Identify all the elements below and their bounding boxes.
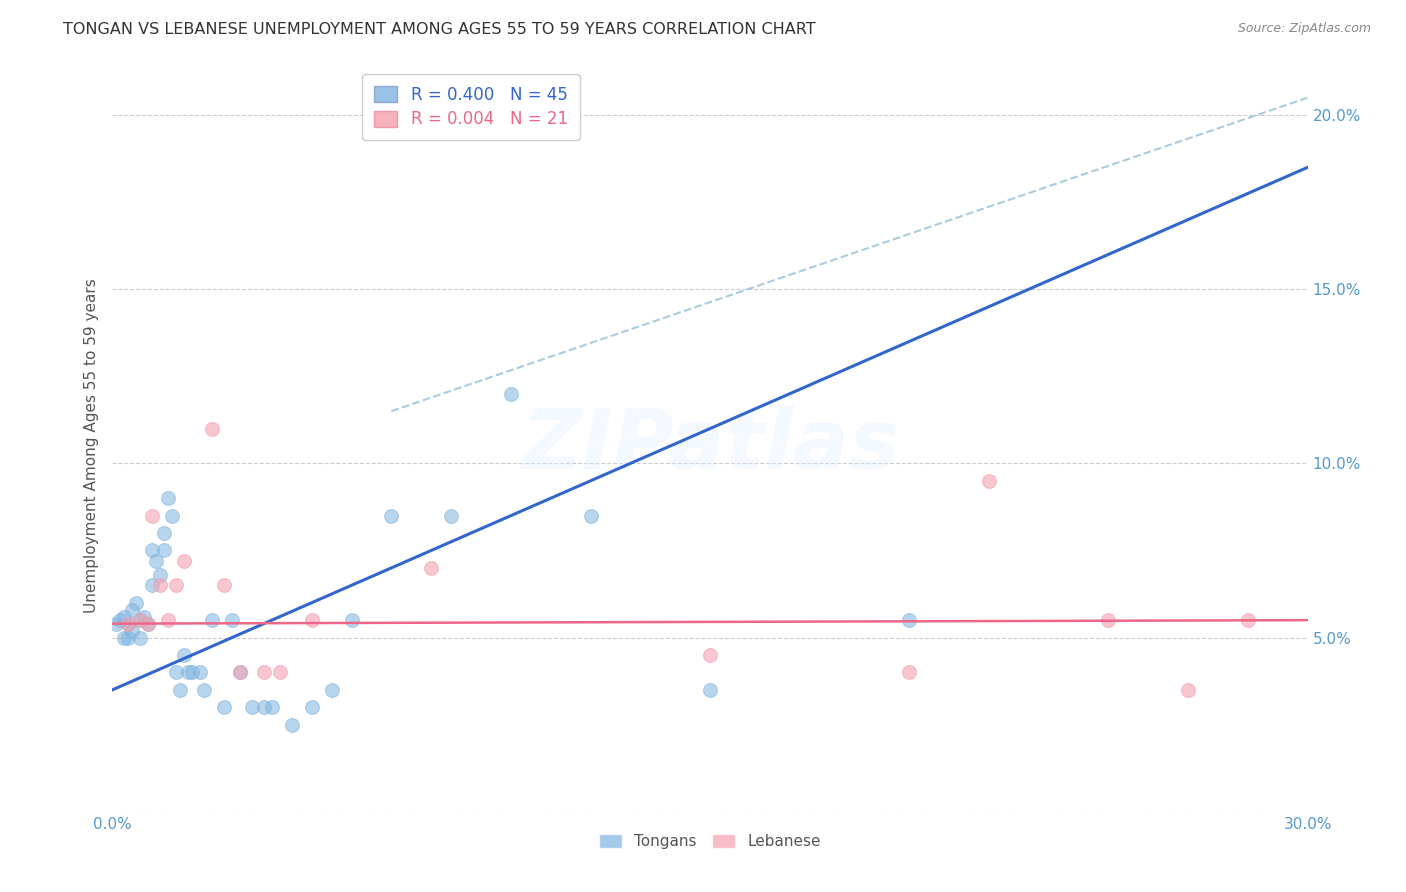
Point [129,613,152,627]
Point [117,631,139,645]
Point [121,624,143,638]
Point [1177,682,1199,697]
Point [157,613,180,627]
Point [229,665,252,680]
Point [699,682,721,697]
Point [420,561,443,575]
Text: ZIPatlas: ZIPatlas [522,406,898,486]
Point [129,613,152,627]
Point [141,543,163,558]
Point [125,596,148,610]
Point [110,613,132,627]
Point [281,717,304,731]
Point [149,567,172,582]
Text: Source: ZipAtlas.com: Source: ZipAtlas.com [1237,22,1371,36]
Point [165,665,187,680]
Point [1237,613,1260,627]
Point [165,578,187,592]
Point [117,616,139,631]
Point [977,474,1000,488]
Point [240,700,263,714]
Point [169,682,191,697]
Point [440,508,463,523]
Point [193,682,215,697]
Point [138,616,160,631]
Point [173,554,195,568]
Point [253,700,276,714]
Point [141,578,163,592]
Point [153,526,176,541]
Point [301,613,323,627]
Point [145,554,167,568]
Point [177,665,200,680]
Point [321,682,343,697]
Text: TONGAN VS LEBANESE UNEMPLOYMENT AMONG AGES 55 TO 59 YEARS CORRELATION CHART: TONGAN VS LEBANESE UNEMPLOYMENT AMONG AG… [63,22,815,37]
Point [149,578,172,592]
Point [253,665,276,680]
Point [301,700,323,714]
Y-axis label: Unemployment Among Ages 55 to 59 years: Unemployment Among Ages 55 to 59 years [84,278,100,614]
Point [173,648,195,662]
Point [898,613,921,627]
Point [157,491,180,506]
Point [499,386,522,401]
Legend: Tongans, Lebanese: Tongans, Lebanese [593,828,827,855]
Point [269,665,291,680]
Point [212,578,235,592]
Point [117,616,139,631]
Point [340,613,363,627]
Point [134,609,156,624]
Point [229,665,252,680]
Point [141,508,163,523]
Point [699,648,721,662]
Point [121,603,143,617]
Point [114,609,135,624]
Point [114,631,135,645]
Point [579,508,602,523]
Point [162,508,183,523]
Point [105,616,128,631]
Point [898,665,921,680]
Point [138,616,160,631]
Point [260,700,283,714]
Point [201,421,224,435]
Point [201,613,224,627]
Point [380,508,402,523]
Point [221,613,243,627]
Point [129,631,152,645]
Point [153,543,176,558]
Point [181,665,204,680]
Point [1097,613,1119,627]
Point [212,700,235,714]
Point [188,665,211,680]
